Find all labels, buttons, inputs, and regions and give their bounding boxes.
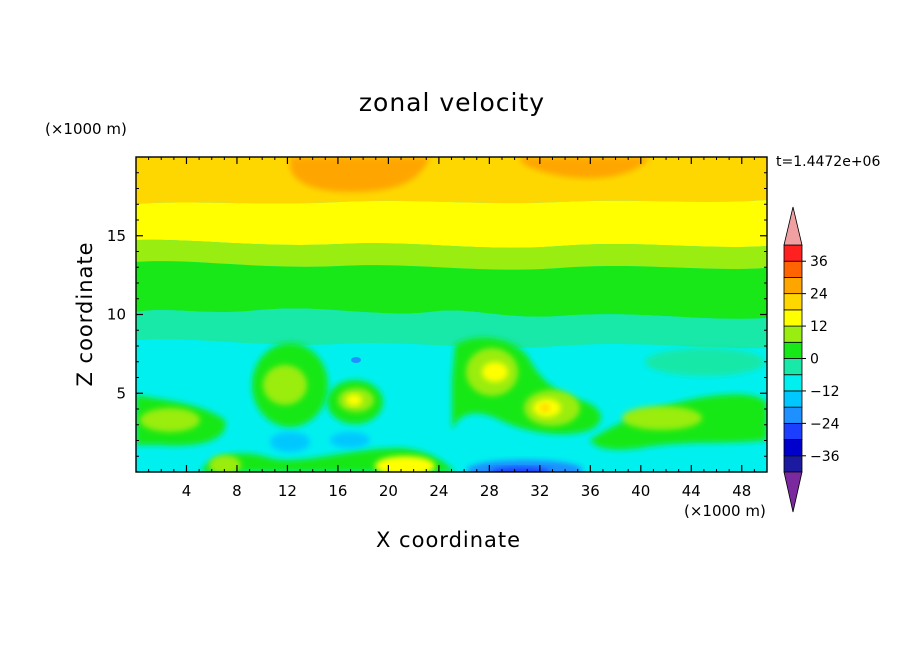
x-tick-label: 28: [480, 482, 499, 500]
band-yellow: [136, 200, 767, 248]
x-tick-label: 8: [232, 482, 242, 500]
colorbar-tick-label: −36: [810, 449, 840, 465]
colorbar-swatch: [783, 439, 803, 457]
colorbar-swatch: [783, 390, 803, 408]
lime-bottom-patch: [209, 455, 241, 472]
colorbar-swatch: [783, 277, 803, 295]
lime-blob-left: [263, 365, 307, 405]
x-tick-label: 16: [328, 482, 347, 500]
x-tick-label: 48: [732, 482, 751, 500]
y-axis-unit-label: (×1000 m): [45, 120, 127, 138]
x-tick-label: 44: [682, 482, 701, 500]
cyan-lower-patch-2: [330, 432, 370, 448]
top-orange-patch-1: [290, 157, 430, 192]
lime-band-lower-right: [622, 406, 702, 430]
x-tick-label: 12: [278, 482, 297, 500]
colorbar-swatch: [783, 358, 803, 376]
colorbar: 36 24 12 0 −12 −24 −36: [783, 206, 840, 513]
colorbar-swatch: [783, 422, 803, 440]
x-tick-label: 20: [379, 482, 398, 500]
colorbar-swatch: [783, 260, 803, 278]
band-orange-top: [136, 157, 767, 204]
chart-title: zonal velocity: [358, 88, 546, 117]
y-tick-label: 5: [116, 384, 126, 402]
band-teal: [136, 308, 767, 349]
band-lime: [136, 239, 767, 270]
yellow-bottom-patch: [375, 456, 435, 472]
colorbar-swatch: [783, 341, 803, 359]
colorbar-swatch: [783, 293, 803, 311]
colorbar-tick-label: 0: [810, 352, 819, 368]
teal-right-patch: [645, 348, 765, 376]
colorbar-swatch: [783, 325, 803, 343]
colorbar-swatch: [783, 406, 803, 424]
lime-blob-lower-left: [140, 408, 200, 432]
colorbar-under-triangle: [783, 471, 803, 513]
colorbar-swatch: [783, 374, 803, 392]
yellow-blob-center: [482, 362, 508, 382]
colorbar-tick-label: 36: [810, 254, 828, 270]
x-tick-label: 4: [182, 482, 192, 500]
x-axis: 4 8 12 16 20 24 28 32 36 40 44 48: [148, 157, 755, 500]
y-tick-label: 15: [107, 227, 126, 245]
contour-field: [136, 157, 767, 472]
colorbar-over-triangle: [783, 206, 803, 246]
colorbar-tick-label: −12: [810, 384, 840, 400]
band-green: [136, 261, 767, 319]
colorbar-swatch: [783, 455, 803, 473]
x-axis-unit-label: (×1000 m): [684, 502, 766, 520]
cyan-lower-patch-1: [270, 432, 310, 452]
colorbar-tick-label: 24: [810, 287, 828, 303]
time-label: t=1.4472e+06: [776, 154, 881, 170]
top-orange-patch-2: [520, 157, 650, 179]
x-tick-label: 24: [429, 482, 448, 500]
orange-spot-right: [540, 404, 550, 412]
y-axis: 5 10 15: [107, 172, 767, 457]
x-tick-label: 32: [530, 482, 549, 500]
blue-speck: [351, 357, 361, 363]
x-tick-label: 40: [631, 482, 650, 500]
yellow-spot-mid: [346, 394, 362, 406]
colorbar-swatch: [783, 244, 803, 262]
colorbar-swatch: [783, 309, 803, 327]
colorbar-tick-label: 12: [810, 319, 828, 335]
x-axis-title: X coordinate: [376, 528, 522, 552]
x-tick-label: 36: [581, 482, 600, 500]
y-tick-label: 10: [107, 306, 126, 324]
colorbar-tick-label: −24: [810, 416, 840, 432]
navy-bottom-patch: [490, 467, 550, 472]
